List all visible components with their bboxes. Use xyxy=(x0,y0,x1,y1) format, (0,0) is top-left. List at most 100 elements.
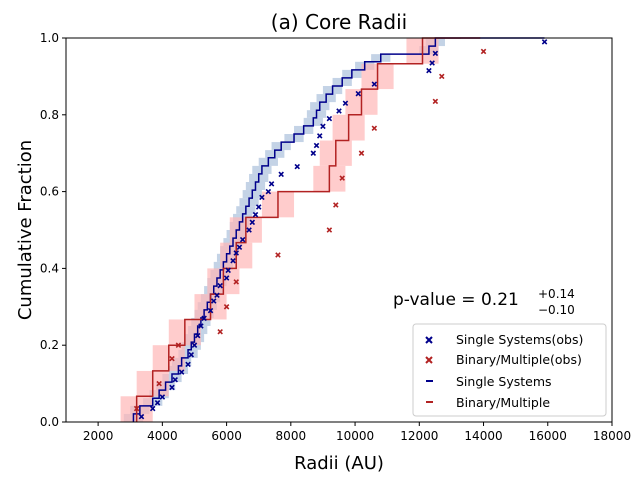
legend-marker-binary-obs xyxy=(425,356,433,364)
single-obs-marker xyxy=(198,323,204,329)
binary-obs-marker xyxy=(326,227,333,233)
single-systems-obs-markers xyxy=(138,39,548,420)
single-obs-marker xyxy=(178,369,185,375)
legend: Single Systems(obs) Binary/Multiple(obs)… xyxy=(412,323,607,417)
single-obs-marker xyxy=(541,39,548,45)
single-obs-marker xyxy=(188,352,195,358)
single-obs-marker xyxy=(310,150,317,156)
binary-obs-marker xyxy=(223,304,230,310)
y-tick-label: 0.8 xyxy=(40,108,59,122)
single-obs-marker xyxy=(252,211,259,218)
single-obs-marker xyxy=(233,250,239,256)
single-obs-marker xyxy=(236,244,243,251)
single-obs-marker xyxy=(172,376,178,383)
binary-multiple-cdf-line xyxy=(135,37,481,422)
single-obs-marker xyxy=(320,123,326,130)
single-obs-marker xyxy=(313,142,320,149)
x-tick-label: 6000 xyxy=(211,429,242,443)
single-obs-marker xyxy=(278,171,284,178)
x-tick-label: 4000 xyxy=(147,429,178,443)
x-tick-label: 8000 xyxy=(276,429,307,443)
binary-obs-marker xyxy=(339,175,345,181)
p-value-upper: +0.14 xyxy=(538,287,575,301)
y-tick-label: 0.6 xyxy=(40,185,59,199)
legend-label-binary-obs: Binary/Multiple(obs) xyxy=(456,352,582,367)
binary-obs-marker xyxy=(175,342,182,348)
single-obs-marker xyxy=(429,60,435,66)
binary-obs-marker xyxy=(133,405,140,412)
single-obs-marker xyxy=(239,236,246,243)
single-obs-marker xyxy=(159,394,166,400)
single-obs-marker xyxy=(371,81,378,87)
single-obs-marker xyxy=(355,90,362,97)
single-obs-marker xyxy=(225,267,231,274)
p-value-lower: −0.10 xyxy=(538,303,575,317)
binary-obs-marker xyxy=(333,202,339,208)
single-obs-marker xyxy=(326,115,333,122)
binary-obs-marker xyxy=(439,73,445,80)
chart-title: (a) Core Radii xyxy=(271,10,407,34)
x-tick-label: 12000 xyxy=(400,429,438,443)
single-obs-marker xyxy=(255,204,262,210)
single-obs-marker xyxy=(432,50,439,57)
binary-uncertainty-bands xyxy=(120,38,462,422)
legend-label-single-obs: Single Systems(obs) xyxy=(456,332,583,347)
x-axis-label: Radii (AU) xyxy=(294,453,384,474)
y-tick-label: 0.2 xyxy=(40,338,59,352)
x-tick-label: 10000 xyxy=(336,429,374,443)
single-obs-marker xyxy=(138,413,145,420)
y-axis-label: Cumulative Fraction xyxy=(15,140,36,320)
single-obs-marker xyxy=(223,275,230,281)
plot-frame xyxy=(65,37,613,423)
single-obs-marker xyxy=(294,163,301,170)
p-value-text: p-value = 0.21 xyxy=(393,290,519,310)
single-obs-marker xyxy=(230,257,236,264)
single-obs-marker xyxy=(342,100,349,107)
binary-obs-marker xyxy=(156,380,162,387)
x-tick-label: 14000 xyxy=(464,429,502,443)
single-obs-marker xyxy=(268,181,275,187)
single-obs-marker xyxy=(316,133,323,139)
single-obs-marker xyxy=(259,194,265,201)
single-obs-marker xyxy=(169,384,175,391)
single-obs-marker xyxy=(185,361,191,368)
legend-box xyxy=(412,323,607,417)
binary-obs-marker xyxy=(169,355,175,362)
y-tick-label: 1.0 xyxy=(40,31,59,45)
single-obs-marker xyxy=(426,67,432,74)
x-tick-label: 16000 xyxy=(529,429,567,443)
binary-obs-marker xyxy=(358,150,365,156)
single-obs-marker xyxy=(265,188,272,195)
binary-obs-marker xyxy=(275,252,281,258)
single-obs-marker xyxy=(210,298,217,304)
binary-obs-marker xyxy=(480,48,487,55)
p-value-annotation: p-value = 0.21 +0.14 −0.10 xyxy=(393,287,575,317)
x-tick-label: 2000 xyxy=(83,429,114,443)
binary-obs-marker xyxy=(233,279,239,285)
legend-marker-single-obs xyxy=(425,336,433,344)
x-axis-ticks: 2000 4000 6000 8000 10000 12000 14000 16000 1800… xyxy=(83,422,631,443)
y-tick-label: 0.4 xyxy=(40,261,59,275)
binary-obs-marker xyxy=(217,328,223,335)
binary-multiple-obs-markers xyxy=(133,48,487,412)
single-obs-marker xyxy=(201,315,207,322)
single-obs-marker xyxy=(207,307,214,314)
single-obs-marker xyxy=(217,282,223,289)
single-obs-marker xyxy=(194,332,201,339)
x-tick-label: 18000 xyxy=(593,429,631,443)
legend-label-binary: Binary/Multiple xyxy=(456,395,550,410)
single-obs-marker xyxy=(154,400,161,406)
single-obs-marker xyxy=(149,405,156,412)
single-obs-marker xyxy=(191,342,198,348)
single-systems-cdf-line xyxy=(132,37,545,422)
single-obs-marker xyxy=(214,292,220,299)
binary-obs-marker xyxy=(432,98,439,105)
single-obs-marker xyxy=(249,219,256,226)
p-value-prefix: p-value = xyxy=(393,290,481,310)
p-value-value: 0.21 xyxy=(481,290,519,310)
binary-obs-marker xyxy=(371,125,378,132)
single-obs-marker xyxy=(336,108,342,114)
single-obs-marker xyxy=(246,227,252,233)
y-axis-ticks: 0.0 0.2 0.4 0.6 0.8 1.0 xyxy=(40,31,66,429)
